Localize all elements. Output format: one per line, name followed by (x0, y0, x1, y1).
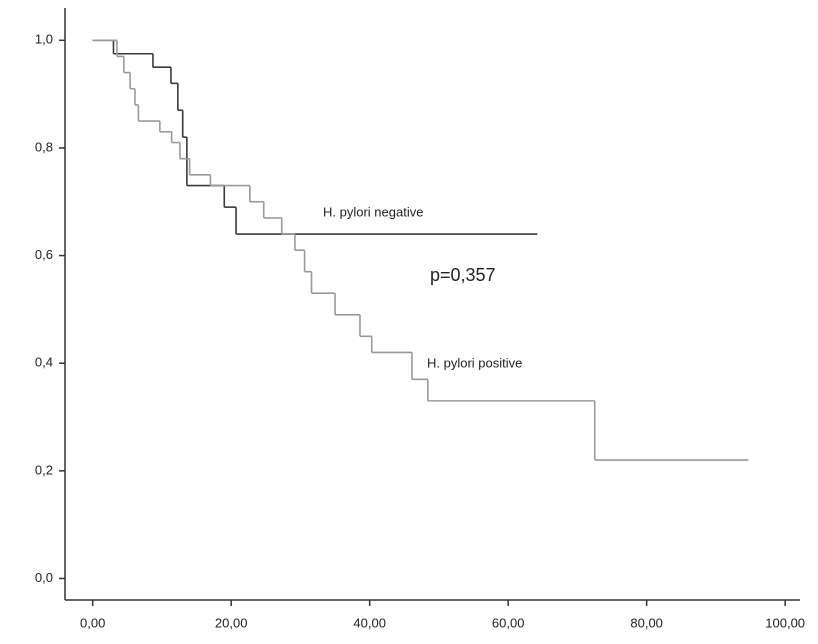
x-tick-label: 0,00 (80, 615, 105, 630)
y-tick-label: 1,0 (35, 32, 53, 47)
y-tick-label: 0,6 (35, 247, 53, 262)
x-tick-label: 60,00 (492, 615, 525, 630)
annotation: p=0,357 (430, 265, 496, 285)
x-tick-label: 40,00 (353, 615, 386, 630)
y-tick-label: 0,8 (35, 139, 53, 154)
series-label: H. pylori negative (323, 204, 423, 219)
y-tick-label: 0,2 (35, 462, 53, 477)
x-tick-label: 80,00 (630, 615, 663, 630)
x-tick-label: 20,00 (215, 615, 248, 630)
y-tick-label: 0,0 (35, 570, 53, 585)
x-tick-label: 100,00 (765, 615, 805, 630)
y-tick-label: 0,4 (35, 355, 53, 370)
series-label: H. pylori positive (427, 355, 522, 370)
